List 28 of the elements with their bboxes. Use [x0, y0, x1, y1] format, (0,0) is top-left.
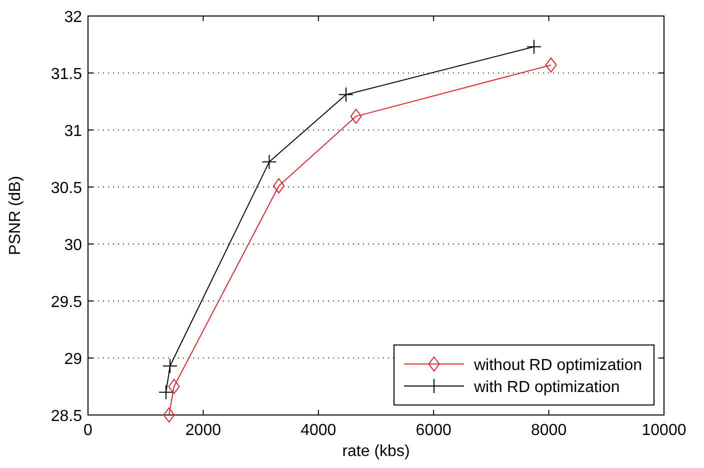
point: [526, 39, 542, 54]
point: [273, 178, 285, 194]
point: [545, 58, 557, 73]
legend-label: without RD optimization: [473, 357, 642, 374]
x-axis-title: rate (kbs): [342, 443, 410, 460]
x-tick-label: 2000: [185, 422, 222, 439]
point: [168, 379, 180, 394]
point: [158, 384, 174, 400]
point: [262, 154, 277, 170]
y-tick-label: 32: [64, 9, 82, 26]
y-tick-label: 30: [64, 237, 82, 254]
y-tick-label: 29: [64, 351, 82, 368]
point: [338, 87, 354, 102]
x-tick-label: 4000: [300, 422, 336, 439]
x-tick-label: 6000: [416, 422, 452, 439]
y-tick-label: 28.5: [50, 408, 82, 425]
point: [162, 358, 178, 374]
point: [350, 108, 362, 124]
x-tick-label: 8000: [531, 422, 567, 439]
y-axis-title: PSNR (dB): [7, 176, 24, 256]
y-tick-label: 31.5: [50, 66, 82, 83]
x-tick-label: 0: [84, 422, 93, 439]
x-tick-label: 10000: [642, 422, 686, 439]
point: [163, 408, 175, 422]
y-tick-label: 29.5: [50, 294, 82, 311]
y-tick-label: 30.5: [50, 180, 82, 197]
legend-label: with RD optimization: [473, 379, 620, 396]
y-tick-label: 31: [64, 123, 82, 140]
